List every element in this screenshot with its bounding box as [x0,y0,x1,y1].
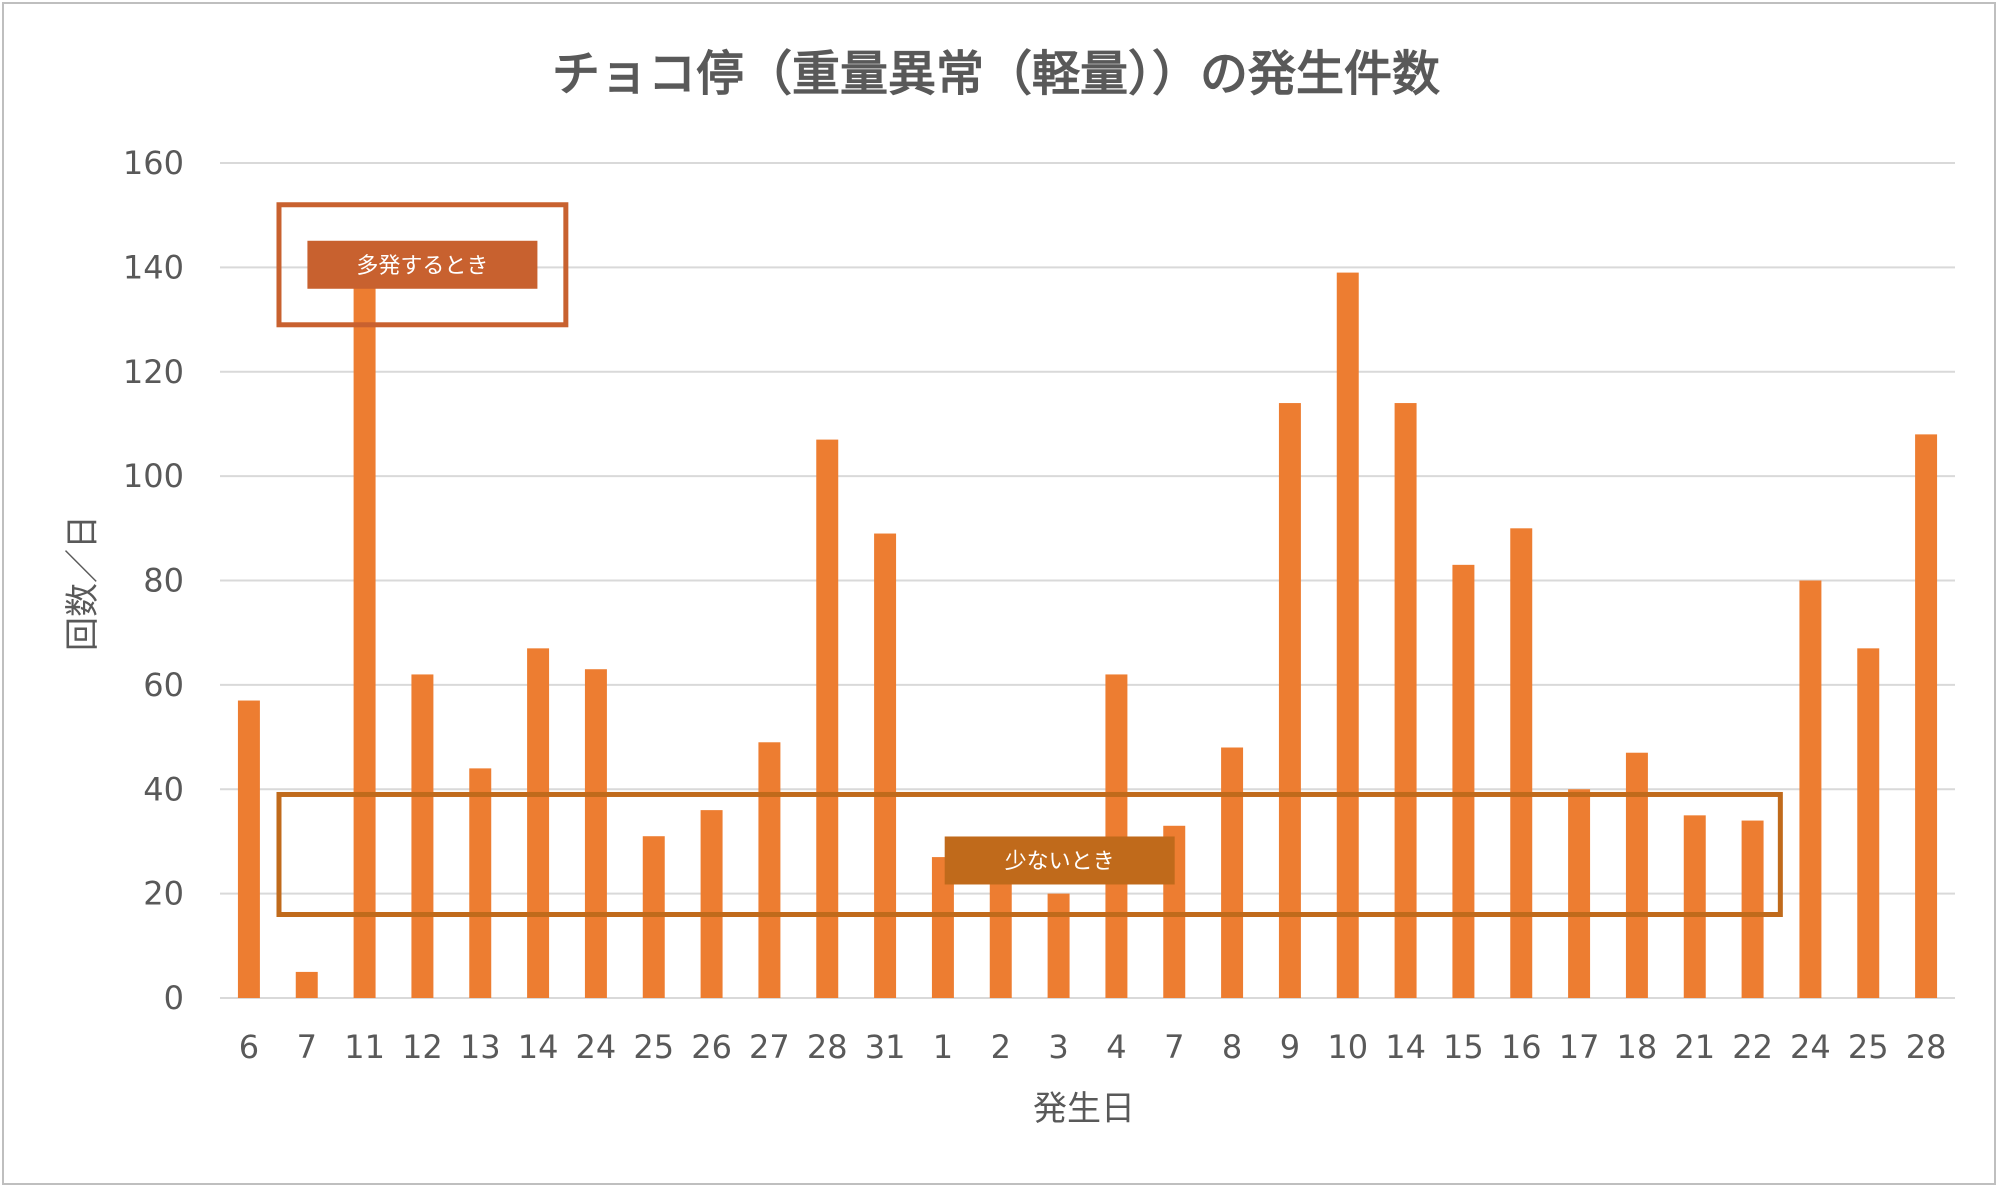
x-tick-label: 31 [865,1028,906,1066]
bar [642,836,665,998]
x-tick-label: 18 [1617,1028,1658,1066]
x-tick-label: 12 [402,1028,443,1066]
annotation-label-bg [944,836,1175,885]
x-tick-label: 14 [518,1028,559,1066]
x-tick-label: 27 [749,1028,790,1066]
x-tick-label: 28 [1906,1028,1947,1066]
annotation-label: 少ないとき [1005,849,1115,874]
bar [584,669,607,998]
x-tick-label: 15 [1443,1028,1484,1066]
y-tick-label: 20 [143,875,184,913]
x-tick-label: 22 [1732,1028,1773,1066]
bar [1394,403,1417,998]
x-tick-label: 7 [1164,1028,1184,1066]
x-tick-label: 28 [807,1028,848,1066]
bar [1741,820,1764,998]
x-tick-label: 26 [691,1028,732,1066]
x-tick-label: 8 [1222,1028,1242,1066]
x-tick-label: 25 [1848,1028,1889,1066]
chart-title: チョコ停（重量異常（軽量））の発生件数 [552,46,1440,102]
y-tick-label: 100 [123,457,184,495]
bar [931,857,954,998]
x-tick-label: 24 [1790,1028,1831,1066]
bar [237,700,260,998]
annotation-label: 多発するとき [356,254,488,279]
bar [816,439,839,998]
bar [1799,580,1822,998]
bar [1915,434,1938,998]
y-tick-label: 120 [123,353,184,391]
x-tick-label: 1 [933,1028,953,1066]
x-tick-label: 7 [297,1028,317,1066]
x-axis-label: 発生日 [1033,1089,1135,1129]
annotation-box [276,202,569,328]
bar [1278,403,1301,998]
bar [527,648,550,998]
bar [700,810,723,998]
x-tick-label: 25 [633,1028,674,1066]
x-tick-label: 21 [1674,1028,1715,1066]
x-tick-label: 2 [991,1028,1011,1066]
x-tick-label: 13 [460,1028,501,1066]
x-tick-label: 10 [1327,1028,1368,1066]
y-axis-label: 回数／日 [63,515,103,651]
y-tick-label: 140 [123,248,184,286]
x-tick-label: 9 [1280,1028,1300,1066]
annotation-label-bg [307,240,538,289]
bar [1683,815,1706,998]
x-tick-labels: 6 7 11 12 13 14 24 25 26 27 28 31 1 2 3 4 7 8 9 10 14 15 16 17 1… [239,1028,1947,1066]
bar [411,674,434,998]
bar [989,867,1012,998]
y-tick-label: 160 [123,144,184,182]
x-tick-label: 16 [1501,1028,1542,1066]
bar [1047,893,1070,998]
y-tick-label: 60 [143,666,184,704]
x-tick-label: 3 [1048,1028,1068,1066]
x-tick-label: 14 [1385,1028,1426,1066]
bar [1221,747,1244,998]
bar [1857,648,1880,998]
y-tick-label: 0 [164,979,184,1017]
y-tick-label: 40 [143,770,184,808]
bars [237,241,1938,998]
bar [758,742,781,998]
bar [353,241,376,998]
bar [1568,789,1591,998]
bar [469,768,492,998]
annotation-box [276,791,1783,917]
gridlines [220,162,1955,999]
x-tick-label: 11 [344,1028,385,1066]
x-tick-label: 24 [576,1028,617,1066]
x-tick-label: 17 [1559,1028,1600,1066]
bar [1336,272,1359,998]
y-tick-label: 80 [143,562,184,600]
bar [1105,674,1128,998]
x-tick-label: 6 [239,1028,259,1066]
bar [874,533,897,998]
x-tick-label: 4 [1106,1028,1126,1066]
bar [1452,564,1475,998]
y-tick-labels: 0 20 40 60 80 100 120 140 160 [123,144,184,1017]
bar [1510,528,1533,998]
bar [1625,752,1648,998]
bar [295,971,318,998]
